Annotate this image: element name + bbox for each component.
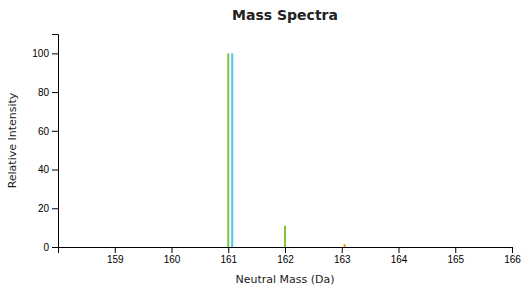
x-tick: 165: [447, 247, 464, 265]
y-tick-label: 100: [32, 48, 49, 59]
y-axis-line: [52, 35, 59, 248]
y-tick-label: 0: [43, 242, 49, 253]
x-tick: 162: [277, 247, 294, 265]
x-tick: 164: [391, 247, 408, 265]
x-tick-mark: [342, 247, 343, 253]
x-tick-label: 159: [107, 254, 124, 265]
y-tick-label: 60: [38, 126, 50, 137]
chart: 159 160 161 162 163 164 165 166 0 20 40 60 80 100 Mass…: [0, 0, 530, 293]
y-tick-mark: [52, 92, 58, 93]
x-tick-label: 166: [504, 254, 521, 265]
y-tick-mark: [52, 247, 58, 248]
peak: [284, 226, 286, 247]
y-tick: 60: [38, 126, 58, 137]
y-tick: 80: [38, 87, 58, 98]
y-tick: 20: [38, 203, 58, 214]
x-tick: 161: [220, 247, 237, 265]
x-tick-label: 163: [334, 254, 351, 265]
y-tick-mark: [52, 131, 58, 132]
peak: [344, 244, 346, 247]
x-tick-label: 161: [220, 254, 237, 265]
x-tick-mark: [285, 247, 286, 253]
x-tick: 166: [504, 247, 521, 265]
y-tick-mark: [52, 53, 58, 54]
x-axis-title: Neutral Mass (Da): [235, 273, 334, 286]
title: Mass Spectra: [232, 7, 338, 23]
y-axis-title: Relative Intensity: [6, 92, 19, 188]
y-tick: 40: [38, 164, 58, 175]
x-tick-mark: [172, 247, 173, 253]
y-tick-label: 20: [38, 203, 50, 214]
y-tick-mark: [52, 208, 58, 209]
x-tick: 163: [334, 247, 351, 265]
peak: [227, 53, 229, 247]
x-tick-mark: [228, 247, 229, 253]
plot: 159 160 161 162 163 164 165 166 0 20 40 60 80 100: [32, 35, 521, 266]
x-tick-mark: [399, 247, 400, 253]
y-tick: 0: [43, 242, 58, 253]
y-tick: 100: [32, 48, 58, 59]
x-tick-mark: [512, 247, 513, 253]
peaks: [228, 53, 344, 247]
y-tick-mark: [52, 170, 58, 171]
x-tick-label: 162: [277, 254, 294, 265]
y-tick-label: 40: [38, 164, 50, 175]
x-axis: 159 160 161 162 163 164 165 166: [59, 247, 522, 265]
x-axis-line: [59, 248, 513, 254]
x-tick-label: 160: [164, 254, 181, 265]
x-tick-mark: [455, 247, 456, 253]
peak: [231, 53, 233, 247]
x-tick-label: 165: [447, 254, 464, 265]
x-tick: 160: [164, 247, 181, 265]
x-tick-mark: [115, 247, 116, 253]
x-tick: 159: [107, 247, 124, 265]
x-tick-label: 164: [391, 254, 408, 265]
y-axis: 0 20 40 60 80 100: [32, 35, 58, 253]
y-tick-label: 80: [38, 87, 50, 98]
